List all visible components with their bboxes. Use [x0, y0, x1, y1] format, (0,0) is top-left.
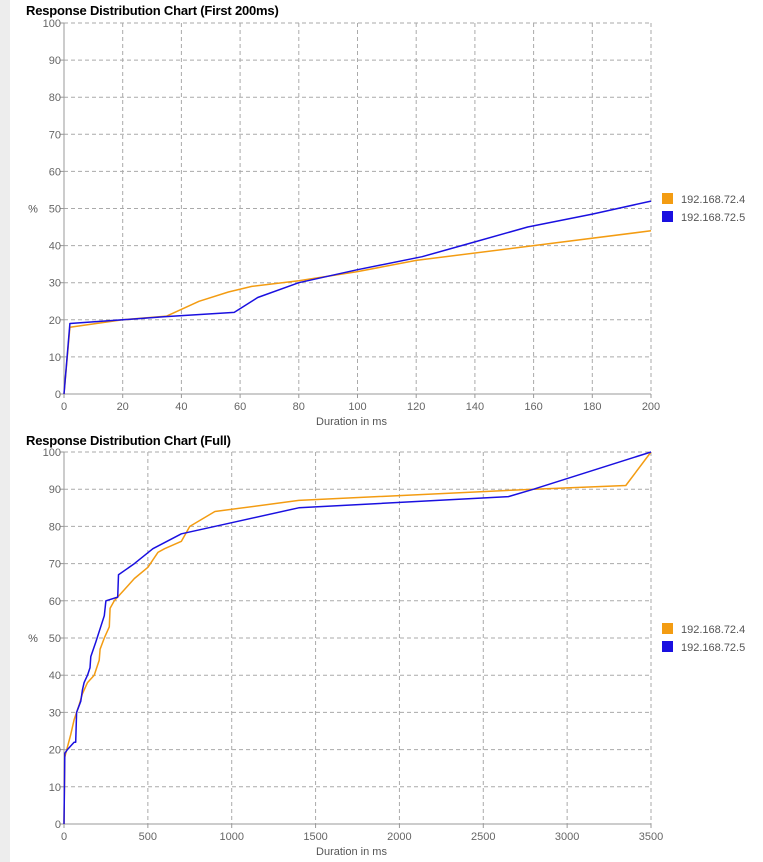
y-tick-label: 90: [49, 55, 61, 67]
y-tick-label: 60: [49, 166, 61, 178]
x-tick-label: 500: [139, 831, 157, 843]
y-tick-label: 50: [49, 633, 61, 645]
x-tick-label: 40: [175, 401, 187, 413]
y-tick-label: 80: [49, 92, 61, 104]
x-tick-label: 60: [234, 401, 246, 413]
y-axis-title: %: [28, 204, 38, 216]
x-tick-label: 0: [61, 831, 67, 843]
legend-swatch: [662, 211, 673, 222]
x-tick-label: 200: [642, 401, 660, 413]
x-tick-label: 0: [61, 401, 67, 413]
chart-first-200ms: Response Distribution Chart (First 200ms…: [10, 0, 763, 430]
y-tick-label: 40: [49, 670, 61, 682]
left-sidebar-strip: [0, 0, 10, 862]
y-tick-label: 100: [43, 18, 61, 30]
x-tick-label: 20: [117, 401, 129, 413]
legend-label: 192.168.72.5: [681, 212, 745, 224]
y-tick-label: 60: [49, 596, 61, 608]
legend-swatch: [662, 623, 673, 634]
series-line-2: [63, 200, 652, 395]
x-tick-label: 100: [348, 401, 366, 413]
x-tick-label: 180: [583, 401, 601, 413]
y-tick-label: 80: [49, 521, 61, 533]
y-tick-label: 50: [49, 204, 61, 216]
x-axis-title: Duration in ms: [316, 846, 387, 858]
y-tick-label: 20: [49, 745, 61, 757]
x-tick-label: 140: [466, 401, 484, 413]
x-tick-label: 1500: [303, 831, 327, 843]
chart-title: Response Distribution Chart (Full): [26, 433, 231, 448]
y-axis-title: %: [28, 633, 38, 645]
y-tick-label: 20: [49, 315, 61, 327]
y-tick-label: 90: [49, 484, 61, 496]
y-tick-label: 10: [49, 352, 61, 364]
x-tick-label: 2000: [387, 831, 411, 843]
legend-label: 192.168.72.4: [681, 624, 745, 636]
chart-full: Response Distribution Chart (Full) 0 500 1…: [10, 430, 763, 862]
y-tick-label: 40: [49, 241, 61, 253]
x-axis-title: Duration in ms: [316, 416, 387, 428]
series-line-2: [63, 451, 652, 825]
x-tick-label: 3500: [639, 831, 663, 843]
chart-svg: 0 500 1000 1500 2000 2500 3000 3500 0 10 20 30 40 50 6…: [28, 447, 745, 858]
y-tick-label: 70: [49, 559, 61, 571]
y-tick-label: 70: [49, 129, 61, 141]
legend-swatch: [662, 641, 673, 652]
y-tick-label: 0: [55, 819, 61, 831]
legend-label: 192.168.72.5: [681, 642, 745, 654]
x-tick-label: 80: [293, 401, 305, 413]
y-tick-label: 100: [43, 447, 61, 459]
x-tick-label: 1000: [219, 831, 243, 843]
y-tick-label: 0: [55, 389, 61, 401]
chart-title: Response Distribution Chart (First 200ms…: [26, 3, 279, 18]
y-tick-label: 10: [49, 782, 61, 794]
x-tick-label: 2500: [471, 831, 495, 843]
y-tick-label: 30: [49, 278, 61, 290]
x-tick-label: 120: [407, 401, 425, 413]
y-tick-label: 30: [49, 707, 61, 719]
x-tick-label: 3000: [555, 831, 579, 843]
legend-label: 192.168.72.4: [681, 194, 745, 206]
legend-swatch: [662, 193, 673, 204]
x-tick-label: 160: [524, 401, 542, 413]
chart-svg: 0 20 40 60 80 100 120 140 160 180 200 0 10 20 30 40 50 60…: [28, 18, 745, 428]
